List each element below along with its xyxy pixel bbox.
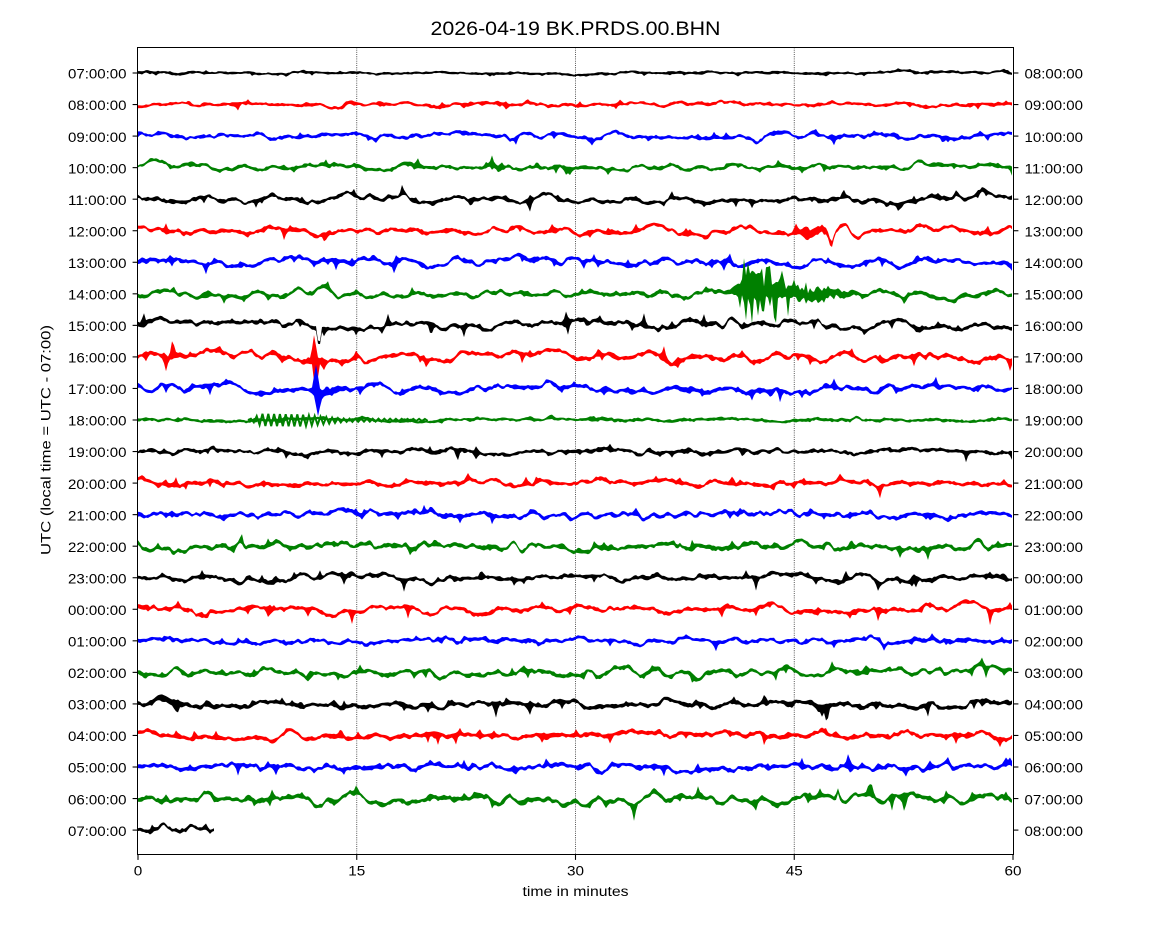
svg-text:00:00:00: 00:00:00 — [68, 603, 127, 619]
svg-text:23:00:00: 23:00:00 — [1025, 540, 1084, 556]
svg-text:03:00:00: 03:00:00 — [1025, 666, 1084, 682]
svg-text:20:00:00: 20:00:00 — [68, 477, 127, 493]
svg-text:12:00:00: 12:00:00 — [68, 224, 127, 240]
svg-text:07:00:00: 07:00:00 — [68, 824, 127, 840]
svg-text:08:00:00: 08:00:00 — [1025, 824, 1084, 840]
svg-text:2026-04-19 BK.PRDS.00.BHN: 2026-04-19 BK.PRDS.00.BHN — [431, 18, 721, 40]
svg-text:01:00:00: 01:00:00 — [1025, 603, 1084, 619]
svg-text:02:00:00: 02:00:00 — [68, 666, 127, 682]
svg-text:04:00:00: 04:00:00 — [68, 729, 127, 745]
svg-text:05:00:00: 05:00:00 — [1025, 729, 1084, 745]
svg-text:11:00:00: 11:00:00 — [1025, 161, 1084, 177]
svg-text:18:00:00: 18:00:00 — [68, 414, 127, 430]
svg-text:10:00:00: 10:00:00 — [1025, 130, 1084, 146]
svg-text:08:00:00: 08:00:00 — [68, 98, 127, 114]
svg-text:22:00:00: 22:00:00 — [68, 540, 127, 556]
svg-text:06:00:00: 06:00:00 — [1025, 761, 1084, 777]
svg-text:07:00:00: 07:00:00 — [68, 67, 127, 83]
svg-text:09:00:00: 09:00:00 — [1025, 98, 1084, 114]
svg-text:14:00:00: 14:00:00 — [68, 288, 127, 304]
svg-text:60: 60 — [1005, 864, 1022, 880]
svg-text:22:00:00: 22:00:00 — [1025, 508, 1084, 524]
svg-text:19:00:00: 19:00:00 — [1025, 414, 1084, 430]
svg-text:10:00:00: 10:00:00 — [68, 161, 127, 177]
svg-text:03:00:00: 03:00:00 — [68, 698, 127, 714]
svg-text:UTC (local time = UTC - 07:00): UTC (local time = UTC - 07:00) — [39, 325, 55, 555]
svg-text:08:00:00: 08:00:00 — [1025, 67, 1084, 83]
svg-text:02:00:00: 02:00:00 — [1025, 635, 1084, 651]
svg-text:21:00:00: 21:00:00 — [1025, 477, 1084, 493]
svg-text:12:00:00: 12:00:00 — [1025, 193, 1084, 209]
svg-text:13:00:00: 13:00:00 — [68, 256, 127, 272]
svg-text:01:00:00: 01:00:00 — [68, 635, 127, 651]
svg-text:07:00:00: 07:00:00 — [1025, 792, 1084, 808]
svg-text:09:00:00: 09:00:00 — [68, 130, 127, 146]
svg-text:16:00:00: 16:00:00 — [1025, 319, 1084, 335]
svg-text:15: 15 — [348, 864, 365, 880]
svg-text:04:00:00: 04:00:00 — [1025, 698, 1084, 714]
svg-text:13:00:00: 13:00:00 — [1025, 224, 1084, 240]
svg-text:15:00:00: 15:00:00 — [68, 319, 127, 335]
svg-text:19:00:00: 19:00:00 — [68, 445, 127, 461]
svg-text:23:00:00: 23:00:00 — [68, 571, 127, 587]
svg-text:17:00:00: 17:00:00 — [68, 382, 127, 398]
svg-text:45: 45 — [786, 864, 803, 880]
svg-text:30: 30 — [567, 864, 584, 880]
svg-text:20:00:00: 20:00:00 — [1025, 445, 1084, 461]
svg-text:17:00:00: 17:00:00 — [1025, 351, 1084, 367]
svg-text:16:00:00: 16:00:00 — [68, 351, 127, 367]
svg-text:time in minutes: time in minutes — [523, 884, 629, 900]
svg-text:14:00:00: 14:00:00 — [1025, 256, 1084, 272]
svg-text:0: 0 — [134, 864, 143, 880]
svg-text:11:00:00: 11:00:00 — [68, 193, 127, 209]
svg-text:05:00:00: 05:00:00 — [68, 761, 127, 777]
svg-text:21:00:00: 21:00:00 — [68, 508, 127, 524]
svg-text:15:00:00: 15:00:00 — [1025, 288, 1084, 304]
svg-text:18:00:00: 18:00:00 — [1025, 382, 1084, 398]
svg-text:00:00:00: 00:00:00 — [1025, 571, 1084, 587]
svg-text:06:00:00: 06:00:00 — [68, 792, 127, 808]
